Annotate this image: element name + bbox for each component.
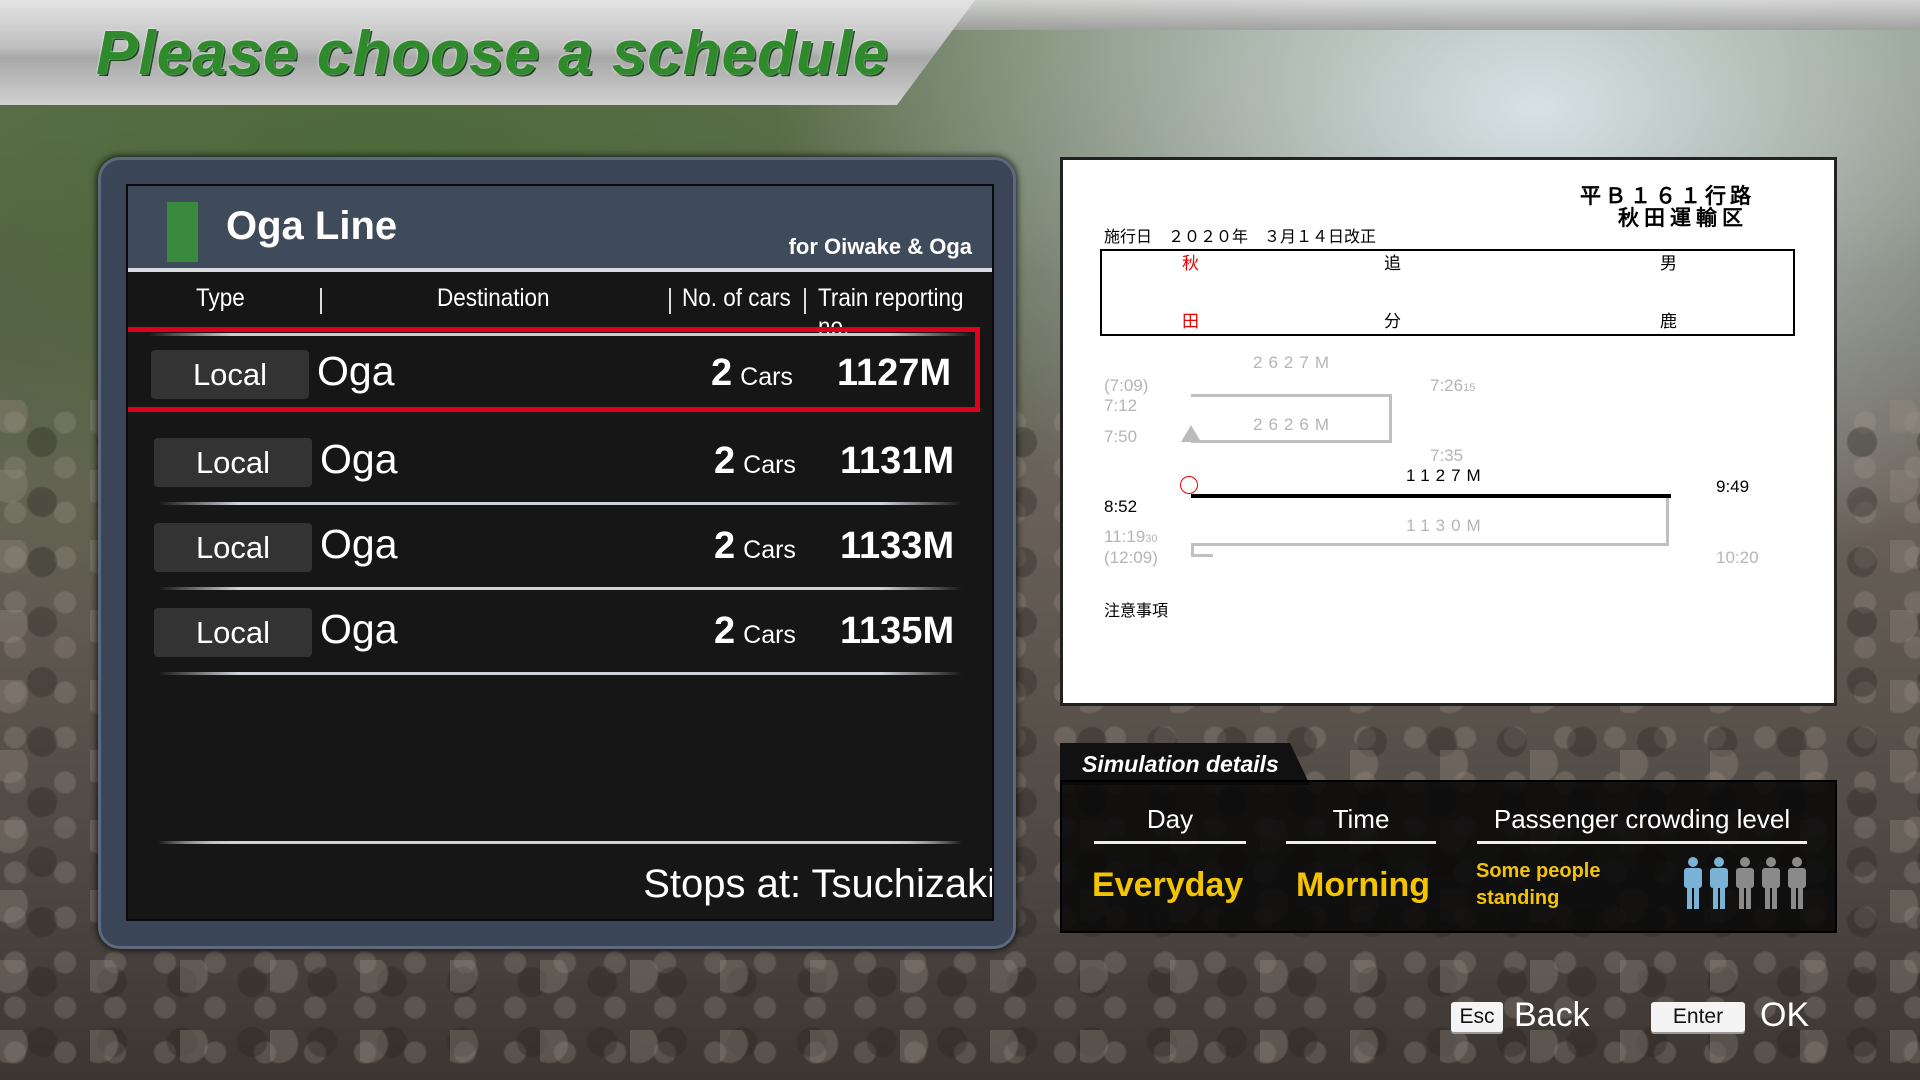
- car-count: 2: [714, 610, 736, 652]
- station-oga-bottom: 鹿: [1660, 312, 1677, 331]
- cars-unit: Cars: [743, 451, 796, 479]
- time-value: Morning: [1296, 866, 1431, 904]
- person-icon: [1710, 857, 1728, 909]
- route-number: 平Ｂ１６１行路: [1580, 185, 1755, 208]
- back-button[interactable]: Back: [1514, 996, 1590, 1034]
- cars-unit: Cars: [743, 536, 796, 564]
- line-color-bar: [167, 202, 198, 262]
- notes-heading: 注意事項: [1104, 603, 1169, 620]
- destination: Oga: [320, 521, 398, 567]
- train-1127m-line: [1191, 494, 1671, 498]
- schedule-row[interactable]: Local Oga 2 Cars 1135M: [128, 590, 992, 675]
- stops-text: Stops at: Tsuchizaki: [643, 862, 994, 906]
- triangle-icon: [1181, 425, 1201, 442]
- crowd-heading: Passenger crowding level: [1493, 804, 1791, 834]
- simulation-tab: Simulation details: [1060, 743, 1310, 785]
- car-count: 2: [714, 440, 736, 482]
- time-label: 8:52: [1104, 497, 1138, 516]
- car-count: 2: [714, 525, 736, 567]
- time-label: (12:09): [1104, 548, 1158, 567]
- time-label: 7:26: [1430, 376, 1464, 395]
- line-direction: for Oiwake & Oga: [788, 234, 972, 259]
- line-stub: [1191, 546, 1213, 557]
- divider: [1477, 841, 1807, 844]
- train-number: 1127M: [837, 352, 952, 394]
- person-icon: [1762, 857, 1780, 909]
- col-destination: Destination: [437, 284, 550, 312]
- enter-key[interactable]: Enter: [1651, 1002, 1745, 1032]
- ok-button[interactable]: OK: [1760, 996, 1810, 1034]
- time-heading: Time: [1332, 804, 1390, 834]
- destination: Oga: [320, 606, 398, 652]
- title-bar: [0, 0, 975, 105]
- col-cars: No. of cars: [682, 284, 791, 312]
- station-akita-top: 秋: [1182, 254, 1199, 273]
- divider: [158, 502, 962, 505]
- effective-date: 施行日 ２０２０年 ３月１４日改正: [1104, 229, 1377, 246]
- destination: Oga: [320, 436, 398, 482]
- time-label: 10:20: [1716, 548, 1759, 567]
- station-oiwake-top: 追: [1384, 254, 1401, 273]
- line-header: Oga Line for Oiwake & Oga: [128, 186, 992, 272]
- col-divider: [320, 288, 322, 314]
- col-divider: [669, 288, 671, 314]
- divider: [158, 672, 962, 675]
- col-divider: [804, 288, 806, 314]
- time-label: 7:35: [1430, 446, 1464, 465]
- station-akita-bottom: 田: [1182, 312, 1199, 331]
- train-2626m-line: [1191, 394, 1392, 443]
- day-heading: Day: [1146, 804, 1194, 834]
- destination: Oga: [317, 348, 395, 394]
- time-label: (7:09): [1104, 376, 1149, 395]
- col-number: Train reporting no.: [818, 284, 964, 341]
- train-type: Local: [154, 608, 312, 657]
- train-1130m: 1130M: [1406, 516, 1487, 535]
- esc-key[interactable]: Esc: [1451, 1002, 1503, 1032]
- train-number: 1133M: [840, 525, 955, 567]
- train-2627m: 2627M: [1253, 353, 1335, 372]
- crowd-value: Some people standing: [1476, 860, 1601, 909]
- train-1130m-line: [1191, 498, 1669, 546]
- divider: [158, 587, 962, 590]
- time-label: 7:50: [1104, 427, 1138, 446]
- time-label: 11:19: [1104, 527, 1146, 546]
- time-seconds: 15: [1463, 382, 1476, 394]
- train-number: 1135M: [840, 610, 955, 652]
- station-oiwake-bottom: 分: [1384, 312, 1401, 331]
- schedule-list: Oga Line for Oiwake & Oga Type Destinati…: [126, 184, 994, 921]
- col-type: Type: [196, 284, 245, 312]
- simulation-title: Simulation details: [1082, 751, 1279, 777]
- train-type: Local: [151, 350, 309, 399]
- depot-name: 秋田運輸区: [1618, 207, 1748, 230]
- divider: [148, 333, 972, 336]
- cars-unit: Cars: [740, 363, 793, 391]
- train-type: Local: [154, 438, 312, 487]
- schedule-row[interactable]: Local Oga 2 Cars 1127M: [128, 327, 980, 412]
- circle-marker-icon: [1180, 476, 1198, 494]
- schedule-row[interactable]: Local Oga 2 Cars 1133M: [128, 505, 992, 590]
- car-count: 2: [711, 352, 733, 394]
- person-icon: [1788, 857, 1806, 909]
- train-1127m: 1127M: [1406, 466, 1487, 485]
- person-icon: [1736, 857, 1754, 909]
- time-seconds: 30: [1145, 533, 1158, 545]
- station-box: [1100, 249, 1795, 336]
- simulation-details: Day Time Passenger crowding level Everyd…: [1060, 780, 1837, 933]
- schedule-row[interactable]: Local Oga 2 Cars 1131M: [128, 420, 992, 505]
- train-2626m: 2626M: [1253, 415, 1335, 434]
- divider: [1286, 841, 1436, 844]
- person-icon: [1684, 857, 1702, 909]
- time-label: 9:49: [1716, 477, 1750, 496]
- cars-unit: Cars: [743, 621, 796, 649]
- train-type: Local: [154, 523, 312, 572]
- page-title: Please choose a schedule: [96, 19, 889, 88]
- train-number: 1131M: [840, 440, 955, 482]
- time-label: 7:12: [1104, 396, 1138, 415]
- station-oga-top: 男: [1660, 254, 1677, 273]
- divider: [1094, 841, 1246, 844]
- day-value: Everyday: [1092, 866, 1244, 904]
- empty-row: [128, 759, 992, 844]
- line-name: Oga Line: [226, 204, 398, 248]
